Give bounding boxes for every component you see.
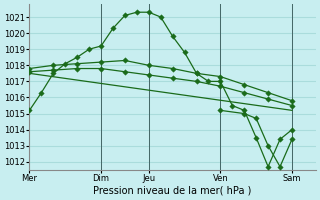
X-axis label: Pression niveau de la mer( hPa ): Pression niveau de la mer( hPa ) [93,186,252,196]
